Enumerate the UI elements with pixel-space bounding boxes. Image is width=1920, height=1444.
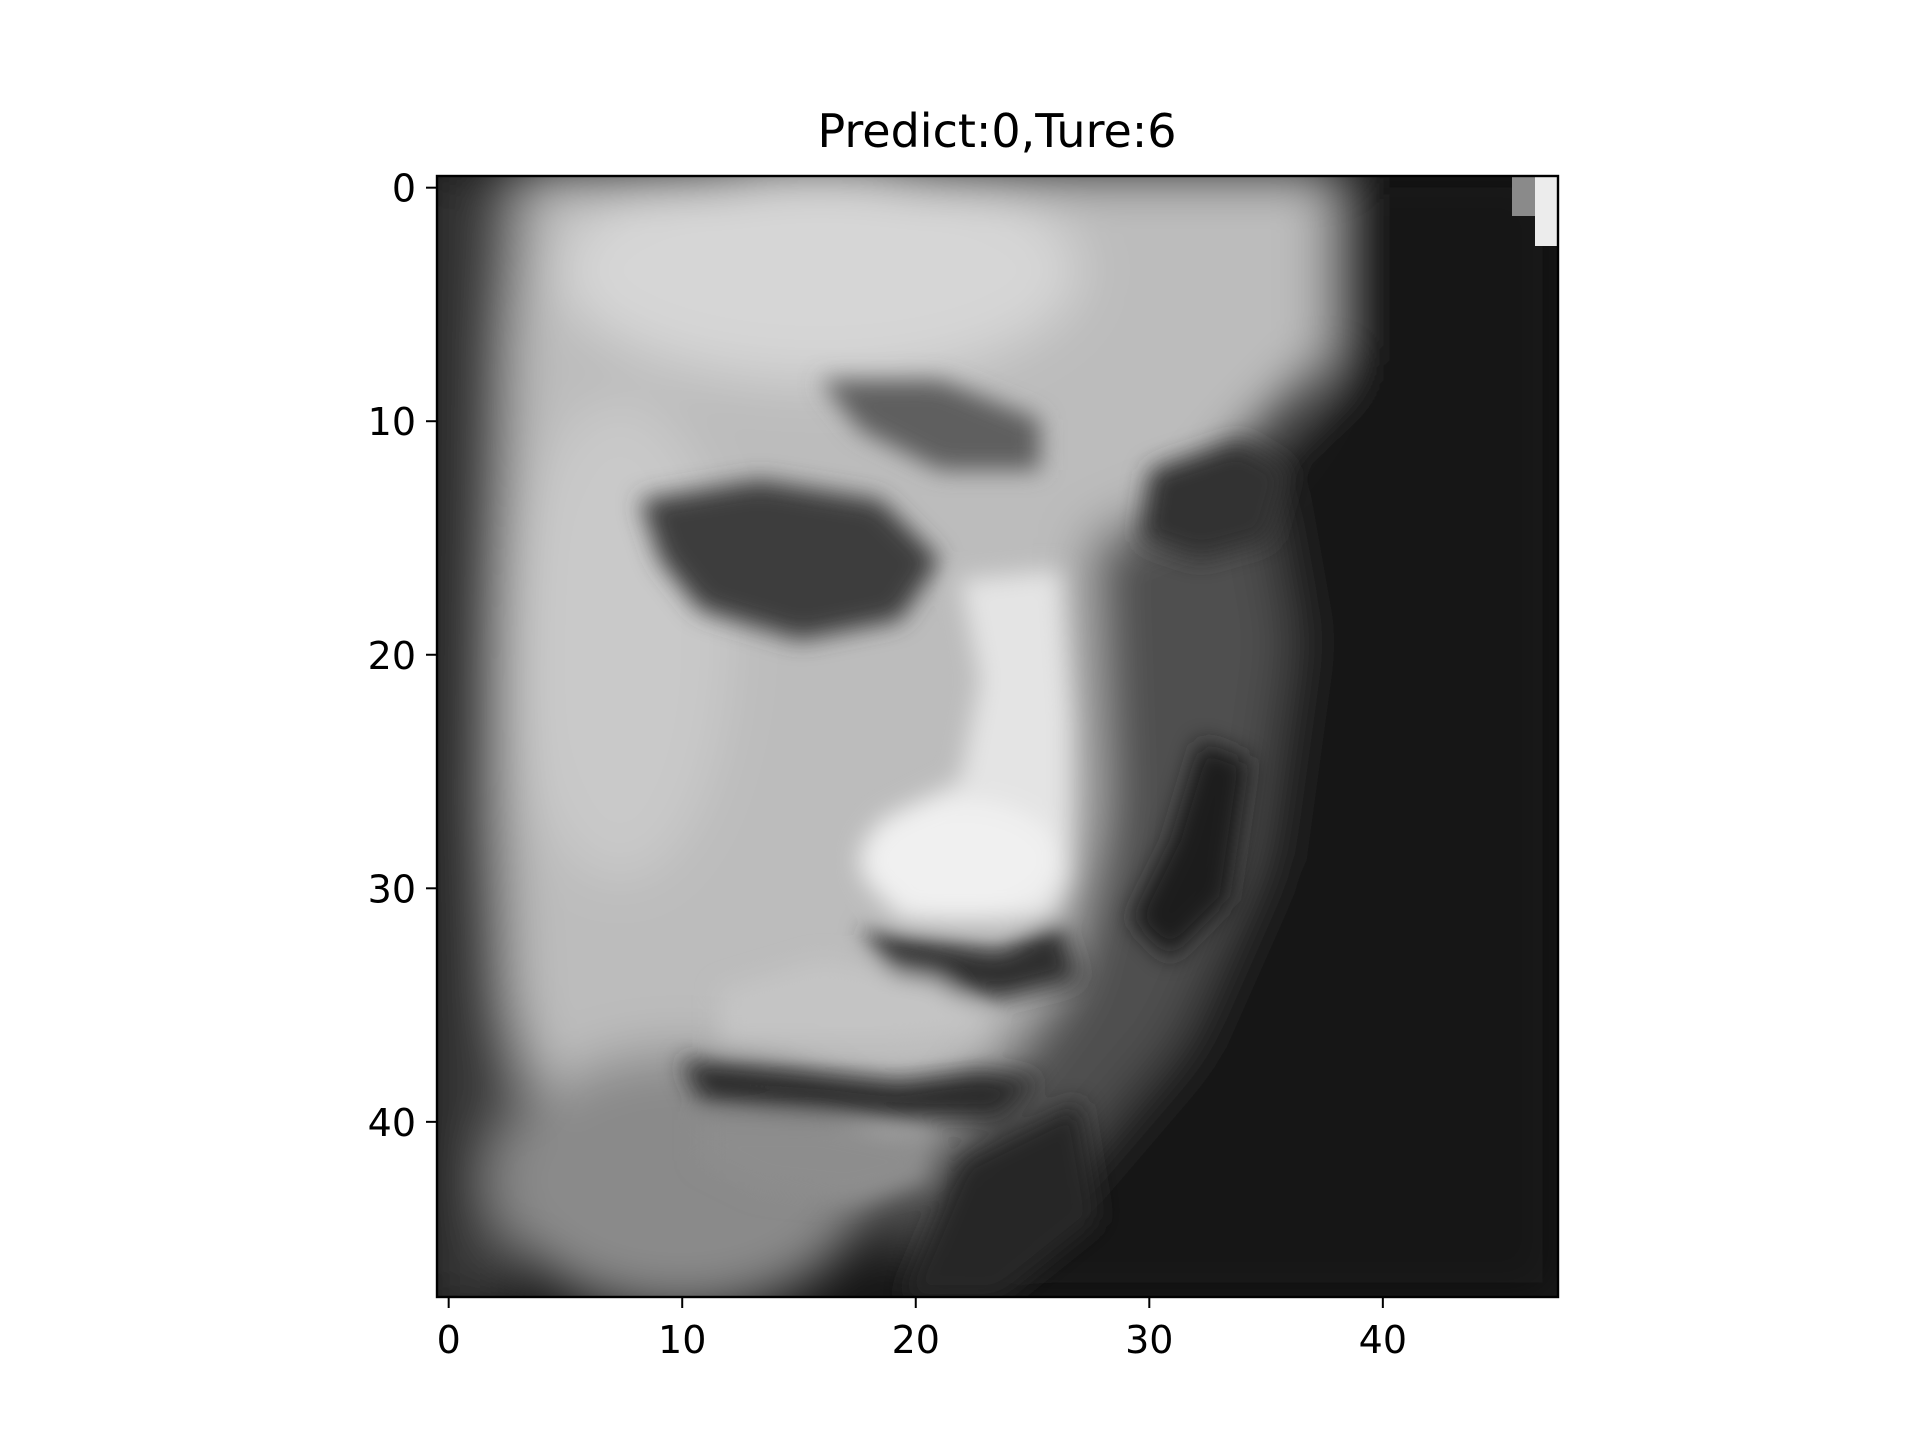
nose-tip-highlight	[860, 800, 1060, 920]
upper-brow-shadow	[820, 380, 1040, 470]
left-cheek-highlight	[510, 400, 730, 880]
face-light-region	[500, 176, 1330, 1297]
corner-highlight-2	[1512, 176, 1535, 216]
chin-shade	[490, 1050, 870, 1297]
y-tick-label: 0	[392, 167, 416, 211]
corner-highlight	[1535, 176, 1558, 246]
x-tick-label: 10	[658, 1318, 706, 1362]
y-tick-label: 30	[368, 867, 416, 911]
chart-title: Predict:0,Ture:6	[817, 104, 1176, 158]
x-tick-label: 40	[1359, 1318, 1407, 1362]
y-tick-label: 20	[368, 634, 416, 678]
x-axis: 0 10 20 30 40	[437, 1297, 1407, 1362]
x-tick-label: 20	[892, 1318, 940, 1362]
x-tick-label: 30	[1125, 1318, 1173, 1362]
x-tick-label: 0	[437, 1318, 461, 1362]
face-right-side	[880, 470, 1290, 1260]
lower-lip	[700, 1120, 930, 1200]
face-image	[437, 176, 1558, 1297]
right-brow	[1140, 440, 1290, 560]
y-axis: 0 10 20 30 40	[368, 167, 437, 1145]
upper-lip-highlight	[720, 960, 990, 1040]
forehead-highlight	[560, 176, 1080, 380]
left-brow	[640, 480, 940, 640]
y-tick-label: 10	[368, 400, 416, 444]
jaw-shadow	[901, 1100, 1100, 1297]
left-dark-band	[437, 176, 510, 1297]
axes-frame	[435, 174, 1560, 1299]
mouth-shadow	[680, 1060, 1040, 1120]
nasolabial-shadow	[1130, 740, 1250, 960]
y-tick-label: 40	[368, 1101, 416, 1145]
